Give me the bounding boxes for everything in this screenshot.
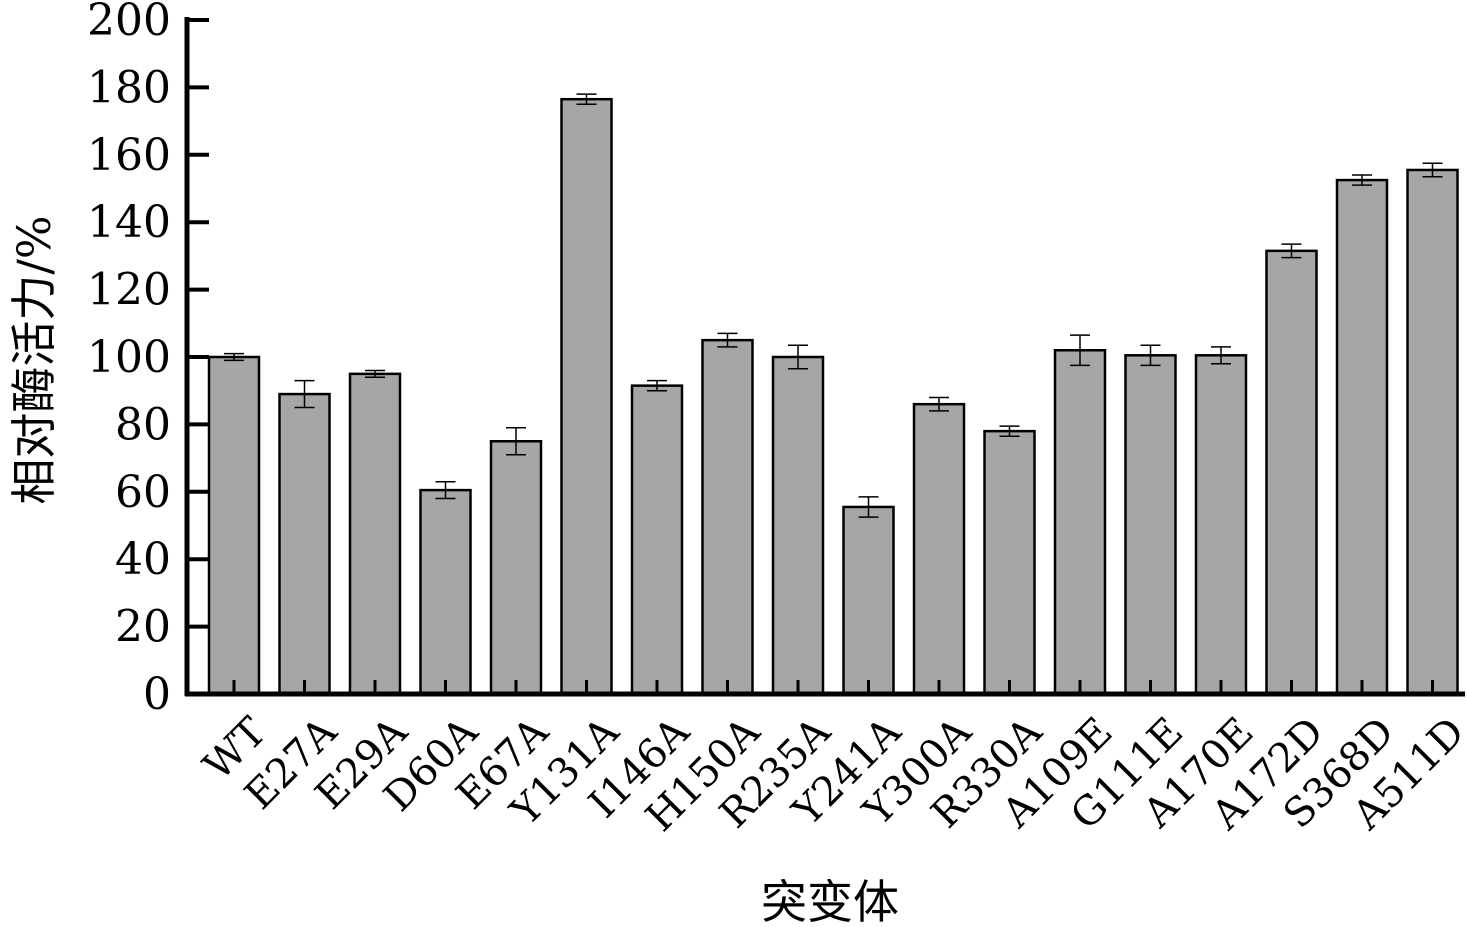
bar [1406, 168, 1459, 696]
y-tick-label: 200 [87, 0, 171, 46]
y-tick-label: 100 [87, 332, 171, 383]
x-tick-labels-layer: WTE27AE29AD60AE67AY131AI146AH150AR235AY2… [195, 708, 1467, 840]
bar [278, 392, 331, 696]
y-tick-label: 160 [87, 130, 171, 181]
bar [419, 488, 472, 696]
bar [1265, 249, 1318, 696]
bar [489, 440, 543, 696]
y-tick-label: 60 [115, 467, 171, 518]
bar [348, 372, 402, 696]
bar [1053, 349, 1107, 696]
y-ticks-layer: 0 20 40 60 80 100 120 140 160 180 200 [87, 0, 209, 720]
y-tick-label: 140 [87, 197, 171, 248]
bar [912, 402, 966, 696]
bar [771, 355, 825, 696]
bar [630, 384, 684, 696]
y-tick-label: 120 [87, 265, 171, 316]
y-tick-label: 80 [115, 399, 171, 450]
bar [1335, 178, 1389, 696]
bar [1124, 354, 1177, 696]
y-tick-label: 20 [115, 602, 171, 653]
y-tick-label: 40 [115, 534, 171, 585]
bar [207, 355, 261, 696]
y-axis-title: 相对酶活力/% [7, 215, 61, 504]
error-bars-layer [224, 93, 1443, 518]
y-tick-label: 0 [143, 669, 171, 720]
x-axis-title: 突变体 [761, 875, 899, 927]
bar [1194, 354, 1248, 696]
bar [701, 338, 754, 696]
bar [560, 97, 613, 696]
y-tick-label: 180 [87, 62, 171, 113]
bars-layer [207, 97, 1459, 696]
bar [842, 505, 895, 696]
bar [983, 429, 1036, 696]
